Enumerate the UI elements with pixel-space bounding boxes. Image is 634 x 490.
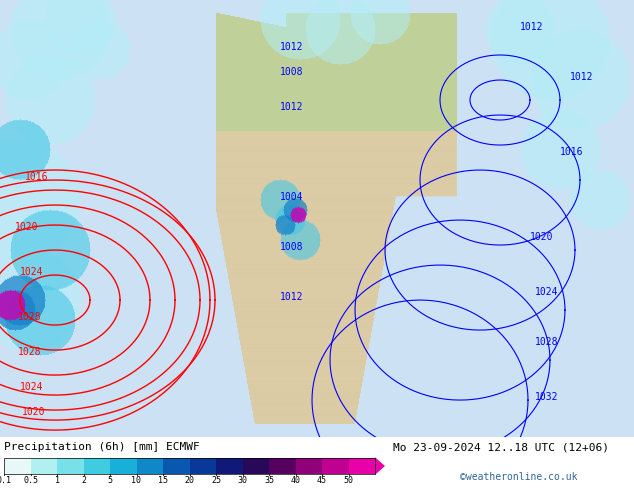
Bar [349,458,375,474]
FancyArrow shape [375,457,385,475]
Bar [84,458,110,474]
Text: 1008: 1008 [280,67,304,77]
Bar [190,458,216,474]
Text: 1028: 1028 [18,312,41,322]
Text: 15: 15 [158,476,168,485]
Text: 1012: 1012 [280,42,304,52]
Text: 1016: 1016 [560,147,583,157]
Text: 1004: 1004 [280,192,304,202]
Text: 1028: 1028 [535,337,559,347]
Text: 1008: 1008 [280,242,304,252]
Text: 0.1: 0.1 [0,476,11,485]
Bar [4,458,30,474]
Bar [322,458,349,474]
Text: 30: 30 [238,476,247,485]
Text: 1012: 1012 [280,292,304,302]
Text: 10: 10 [131,476,141,485]
Text: 1020: 1020 [22,407,46,417]
Text: 0.5: 0.5 [23,476,38,485]
Bar [163,458,190,474]
Text: 1024: 1024 [535,287,559,297]
Bar [30,458,57,474]
Text: 1012: 1012 [570,72,593,82]
Text: 1016: 1016 [25,172,48,182]
Text: 5: 5 [108,476,112,485]
Text: 1032: 1032 [535,392,559,402]
Text: 1028: 1028 [18,347,41,357]
Text: 1024: 1024 [20,267,44,277]
Bar [110,458,136,474]
Text: 1012: 1012 [520,22,543,32]
Bar [269,458,295,474]
Text: 40: 40 [290,476,301,485]
Text: 35: 35 [264,476,274,485]
Bar [4,458,375,474]
Text: Precipitation (6h) [mm] ECMWF: Precipitation (6h) [mm] ECMWF [4,442,200,452]
Bar [216,458,242,474]
Bar [295,458,322,474]
Text: 20: 20 [184,476,195,485]
Text: 25: 25 [211,476,221,485]
Text: 2: 2 [81,476,86,485]
Bar [242,458,269,474]
Text: 1024: 1024 [20,382,44,392]
Text: 45: 45 [317,476,327,485]
Text: 1020: 1020 [530,232,553,242]
Text: 50: 50 [344,476,354,485]
Text: 1020: 1020 [15,222,39,232]
Bar [136,458,163,474]
Text: 1: 1 [55,476,60,485]
Text: 1012: 1012 [280,102,304,112]
Text: Mo 23-09-2024 12..18 UTC (12+06): Mo 23-09-2024 12..18 UTC (12+06) [393,442,609,452]
Bar [57,458,84,474]
Text: ©weatheronline.co.uk: ©weatheronline.co.uk [460,472,578,482]
